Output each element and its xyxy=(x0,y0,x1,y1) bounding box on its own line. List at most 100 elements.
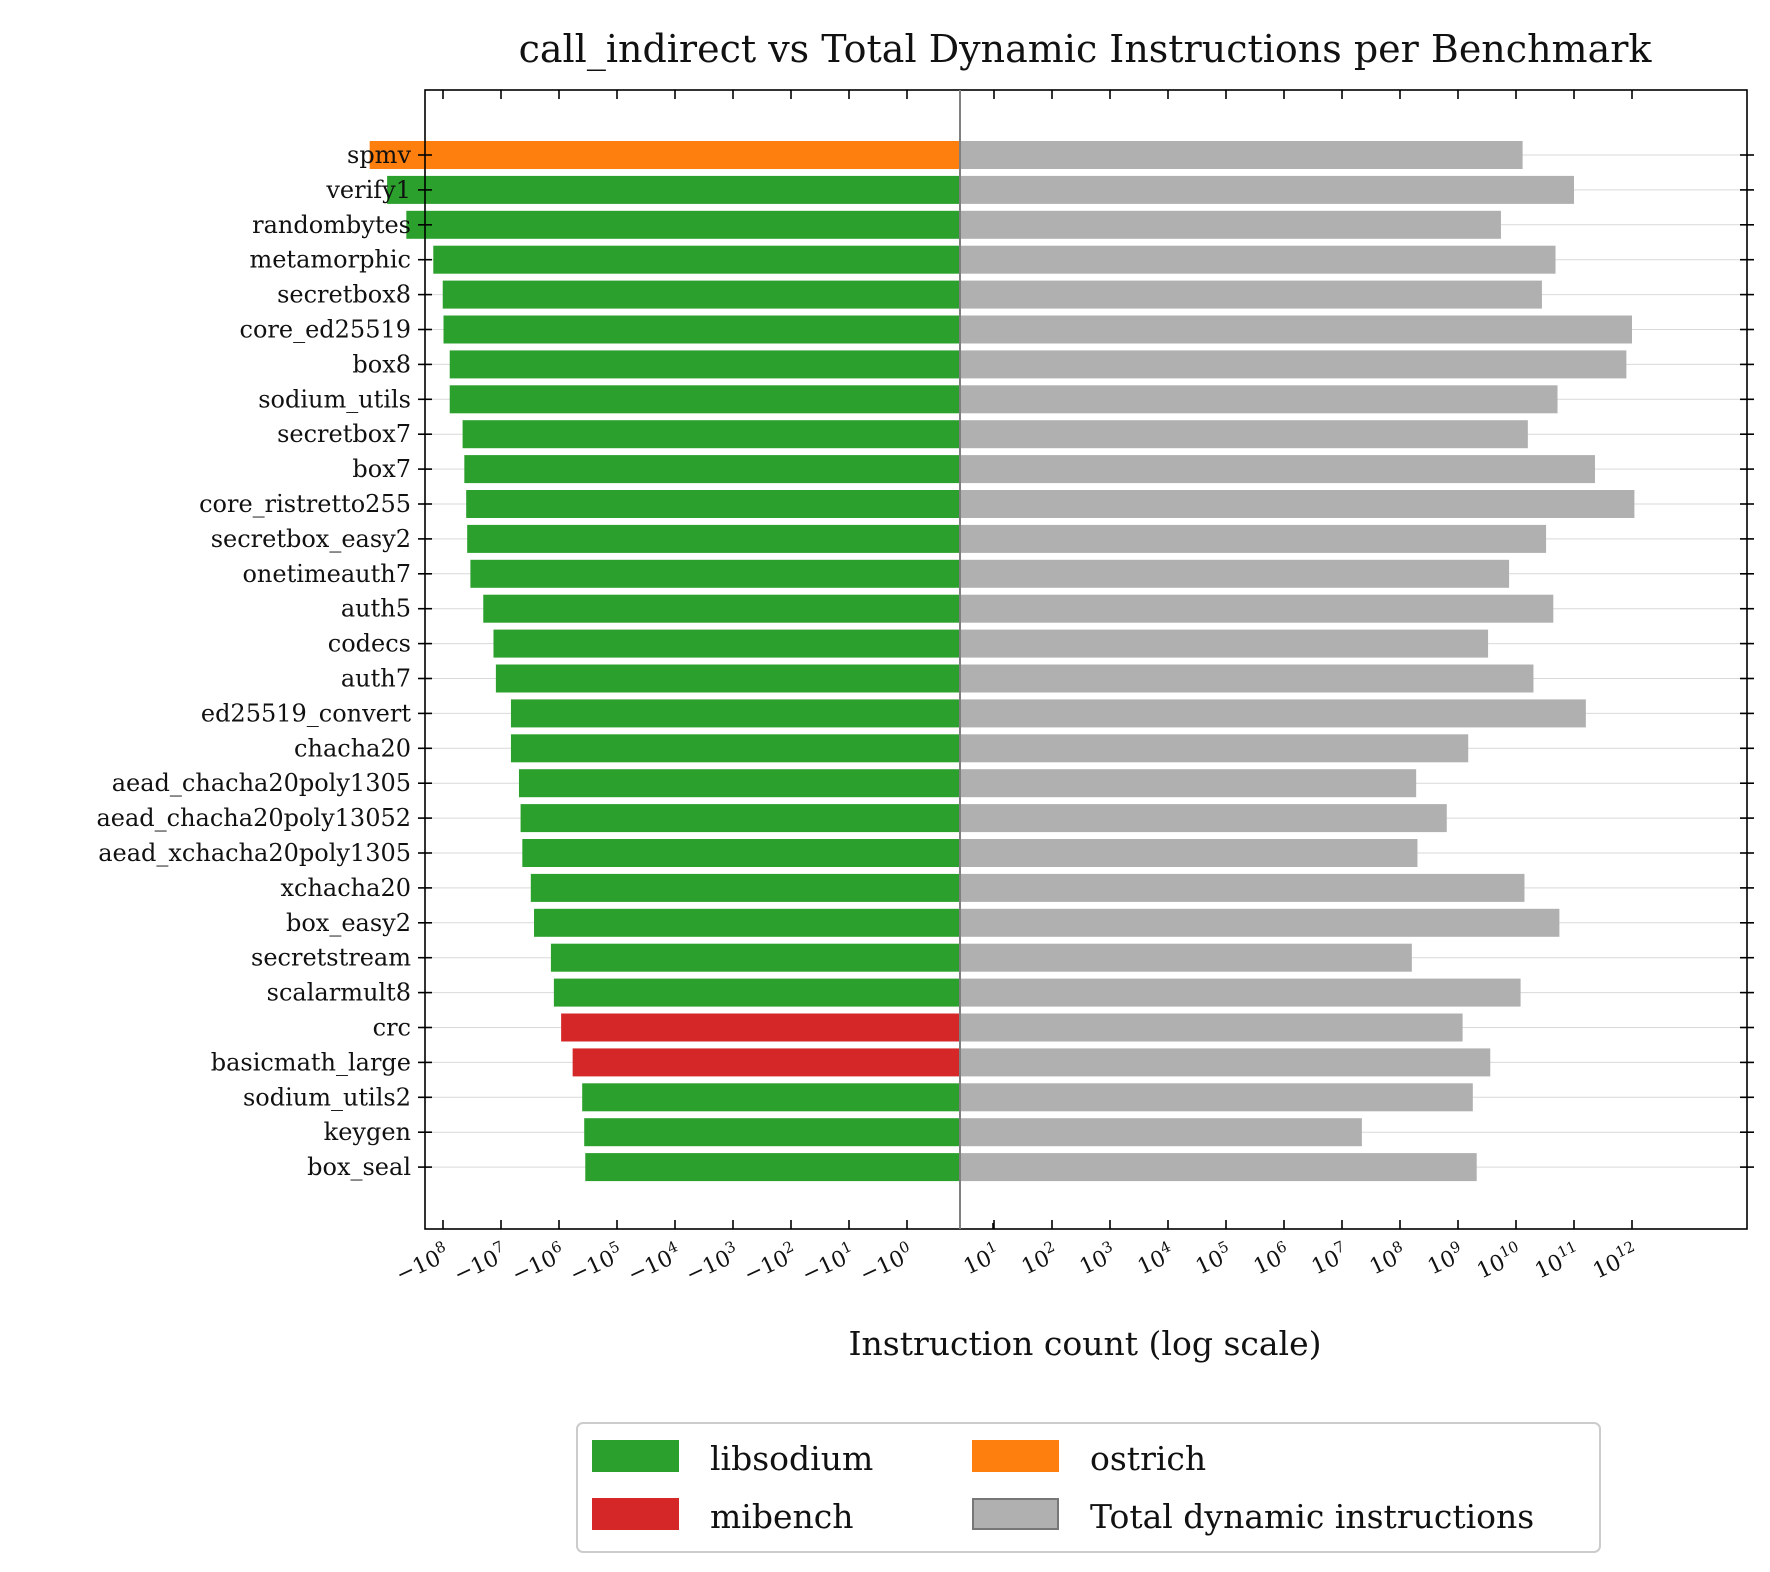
benchmark-label: sodium_utils2 xyxy=(243,1083,411,1111)
total-bar-sodium_utils2 xyxy=(960,1083,1473,1112)
benchmark-label: box_easy2 xyxy=(286,909,411,937)
call-indirect-bar-auth7 xyxy=(495,664,960,693)
call-indirect-bar-ed25519_convert xyxy=(510,699,960,728)
call-indirect-bar-spmv xyxy=(369,141,960,169)
total-bar-secretbox_easy2 xyxy=(960,524,1547,553)
benchmark-labels: spmv verify1 randombytes metamorphic secretb… xyxy=(96,141,411,1181)
benchmark-label: secretstream xyxy=(251,944,411,972)
legend-label-total: Total dynamic instructions xyxy=(1090,1497,1534,1536)
benchmark-label: ed25519_convert xyxy=(201,699,411,727)
call-indirect-bar-secretstream xyxy=(550,943,960,972)
call-indirect-bar-aead_xchacha20poly1305 xyxy=(522,839,960,867)
call-indirect-bar-aead_chacha20poly13052 xyxy=(520,804,960,833)
call-indirect-bar-verify1 xyxy=(387,175,960,204)
total-bar-aead_chacha20poly1305 xyxy=(960,769,1417,798)
benchmark-label: onetimeauth7 xyxy=(242,560,411,588)
total-bar-box_easy2 xyxy=(960,908,1560,937)
call-indirect-bar-sodium_utils2 xyxy=(582,1083,960,1112)
x-tick-label: −108 xyxy=(390,1237,453,1288)
legend-swatch-libsodium xyxy=(592,1440,679,1472)
legend-swatch-total xyxy=(972,1498,1059,1530)
call-indirect-bar-metamorphic xyxy=(433,245,961,274)
call-indirect-bar-auth5 xyxy=(483,594,960,623)
call-indirect-bar-secretbox7 xyxy=(462,420,960,449)
total-bar-secretstream xyxy=(960,943,1412,972)
total-bar-crc xyxy=(960,1013,1463,1042)
total-bar-box_seal xyxy=(960,1153,1477,1182)
benchmark-label: box8 xyxy=(352,350,411,378)
total-bar-verify1 xyxy=(960,175,1574,204)
benchmark-label: metamorphic xyxy=(249,246,411,274)
call-indirect-bar-onetimeauth7 xyxy=(470,559,960,588)
total-bar-basicmath_large xyxy=(960,1048,1491,1077)
legend-frame xyxy=(576,1422,1601,1553)
x-tick-label: 1010 xyxy=(1471,1237,1526,1284)
benchmark-label: box_seal xyxy=(307,1153,411,1181)
total-bar-core_ristretto255 xyxy=(960,490,1635,518)
total-bar-xchacha20 xyxy=(960,873,1525,902)
total-bar-auth5 xyxy=(960,594,1554,623)
total-bar-metamorphic xyxy=(960,245,1556,274)
total-bar-randombytes xyxy=(960,210,1501,239)
x-tick-label: −100 xyxy=(854,1237,917,1288)
total-bar-chacha20 xyxy=(960,734,1469,763)
benchmark-label: basicmath_large xyxy=(211,1048,411,1076)
total-bar-sodium_utils xyxy=(960,385,1558,414)
call-indirect-bar-scalarmult8 xyxy=(553,978,960,1007)
total-bar-spmv xyxy=(960,141,1523,169)
x-tick-label: 105 xyxy=(1190,1237,1237,1280)
x-tick-label: −107 xyxy=(448,1237,511,1288)
call-indirect-bar-keygen xyxy=(584,1118,960,1147)
call-indirect-bar-secretbox_easy2 xyxy=(467,524,960,553)
call-indirect-bar-sodium_utils xyxy=(449,385,960,414)
total-bar-keygen xyxy=(960,1118,1362,1147)
call-indirect-bar-box8 xyxy=(449,350,960,379)
call-indirect-bar-secretbox8 xyxy=(442,280,960,309)
total-bar-auth7 xyxy=(960,664,1534,693)
legend-swatch-ostrich xyxy=(972,1440,1059,1472)
benchmark-label: secretbox7 xyxy=(277,420,411,448)
x-tick-label: −106 xyxy=(506,1237,569,1288)
chart-title: call_indirect vs Total Dynamic Instructi… xyxy=(519,27,1653,72)
call-indirect-bar-randombytes xyxy=(406,210,960,239)
benchmark-label: secretbox8 xyxy=(277,281,411,309)
x-tick-label: −103 xyxy=(680,1237,743,1288)
total-bar-box7 xyxy=(960,455,1595,484)
benchmark-label: keygen xyxy=(324,1118,411,1146)
bars-layer xyxy=(369,141,1635,1182)
benchmark-label: aead_chacha20poly13052 xyxy=(96,804,411,832)
x-tick-label: 107 xyxy=(1306,1237,1353,1280)
benchmark-label: auth5 xyxy=(341,595,411,623)
legend-label-mibench: mibench xyxy=(710,1497,854,1536)
total-bar-secretbox8 xyxy=(960,280,1542,309)
benchmark-label: crc xyxy=(373,1014,411,1042)
x-tick-label: 102 xyxy=(1016,1237,1063,1280)
benchmark-label: randombytes xyxy=(252,211,411,239)
plot-frame xyxy=(424,89,1748,1230)
total-bar-core_ed25519 xyxy=(960,315,1632,344)
benchmark-label: auth7 xyxy=(341,665,411,693)
call-indirect-bar-basicmath_large xyxy=(572,1048,960,1077)
benchmark-label: xchacha20 xyxy=(281,874,412,902)
call-indirect-bar-core_ristretto255 xyxy=(466,490,960,518)
benchmark-label: sodium_utils xyxy=(258,385,411,413)
benchmark-label: codecs xyxy=(328,630,411,658)
total-bar-scalarmult8 xyxy=(960,978,1521,1007)
x-tick-label: 101 xyxy=(958,1237,1005,1280)
legend-label-libsodium: libsodium xyxy=(710,1439,873,1478)
x-tick-label: −101 xyxy=(796,1237,859,1288)
benchmark-label: secretbox_easy2 xyxy=(211,525,411,553)
call-indirect-bar-box_easy2 xyxy=(534,908,960,937)
call-indirect-bar-box_seal xyxy=(585,1153,960,1182)
legend: libsodium ostrich mibench Total dynamic … xyxy=(576,1422,1601,1553)
x-tick-label: 106 xyxy=(1248,1237,1295,1280)
benchmark-label: aead_chacha20poly1305 xyxy=(112,769,411,797)
call-indirect-bar-core_ed25519 xyxy=(443,315,960,344)
x-tick-label: 104 xyxy=(1132,1237,1179,1280)
call-indirect-bar-xchacha20 xyxy=(530,873,960,902)
call-indirect-bar-chacha20 xyxy=(510,734,960,763)
total-bar-ed25519_convert xyxy=(960,699,1586,728)
x-tick-label: −102 xyxy=(738,1237,801,1288)
benchmark-label: core_ristretto255 xyxy=(199,490,411,518)
